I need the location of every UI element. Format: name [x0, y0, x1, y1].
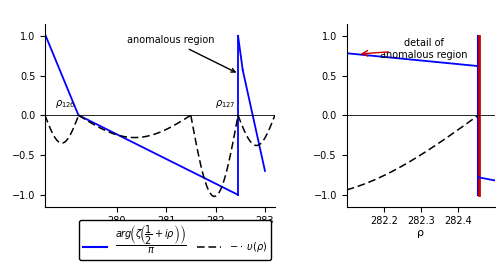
Text: $\rho_{127}$: $\rho_{127}$ — [215, 98, 236, 110]
Text: $\rho_{126}$: $\rho_{126}$ — [56, 98, 76, 110]
Text: detail of
anomalous region: detail of anomalous region — [380, 38, 468, 60]
Legend: $\dfrac{arg\!\left(\zeta\!\left(\dfrac{1}{2}+i\rho\right)\right)}{\pi}$, $-\cdot: $\dfrac{arg\!\left(\zeta\!\left(\dfrac{1… — [79, 220, 271, 260]
X-axis label: ρ: ρ — [418, 228, 424, 238]
X-axis label: ρ: ρ — [156, 228, 164, 238]
Text: anomalous region: anomalous region — [128, 35, 235, 72]
